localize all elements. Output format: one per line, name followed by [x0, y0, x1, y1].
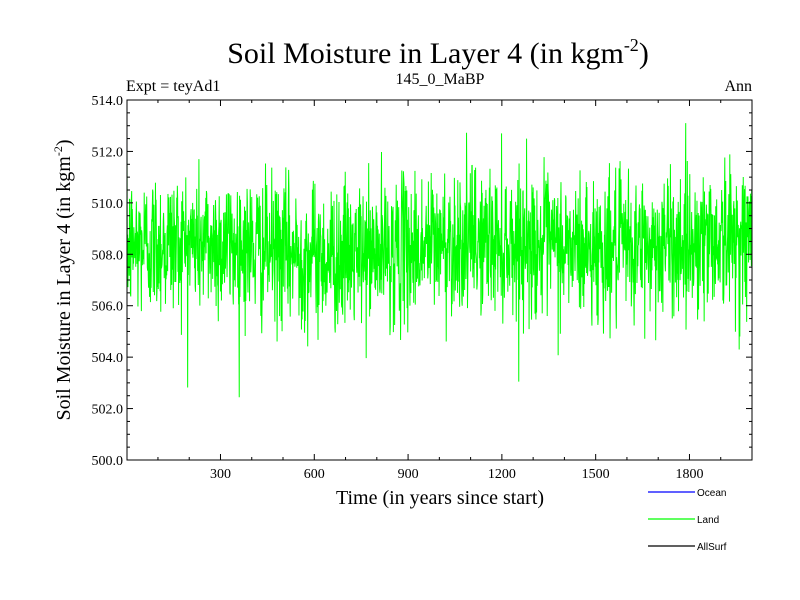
x-tick-label: 1800	[675, 467, 703, 482]
y-tick-label: 512.0	[92, 145, 124, 160]
x-tick-label: 900	[398, 467, 419, 482]
y-axis-label: Soil Moisture in Layer 4 (in kgm-2)	[51, 139, 75, 420]
axes: 500.0 502.0 504.0 506.0 508.0 510.0 512.0 514.0…	[92, 94, 752, 482]
legend-item-allsurf: AllSurf	[648, 542, 727, 553]
y-tick-label: 500.0	[92, 454, 124, 469]
y-tick-label: 504.0	[92, 351, 124, 366]
legend-item-land: Land	[648, 515, 719, 526]
series-land-line	[126, 123, 753, 398]
x-tick-label: 1500	[582, 467, 610, 482]
legend-label-land: Land	[697, 515, 719, 526]
plot-area	[126, 123, 753, 398]
legend-label-allsurf: AllSurf	[697, 542, 727, 553]
legend: Ocean Land AllSurf	[648, 488, 727, 553]
y-tick-label: 502.0	[92, 403, 124, 418]
experiment-label: Expt = teyAd1	[126, 78, 220, 95]
legend-label-ocean: Ocean	[697, 488, 726, 499]
period-label: 145_0_MaBP	[396, 71, 485, 88]
season-label: Ann	[724, 78, 752, 95]
x-axis-label: Time (in years since start)	[336, 487, 544, 509]
legend-item-ocean: Ocean	[648, 488, 726, 499]
y-tick-label: 506.0	[92, 300, 124, 315]
x-tick-label: 600	[304, 467, 325, 482]
x-tick-label: 300	[210, 467, 231, 482]
chart-title: Soil Moisture in Layer 4 (in kgm-2)	[227, 35, 649, 70]
x-tick-label: 1200	[488, 467, 516, 482]
y-tick-label: 510.0	[92, 197, 124, 212]
y-tick-label: 514.0	[92, 94, 124, 109]
y-tick-label: 508.0	[92, 248, 124, 263]
